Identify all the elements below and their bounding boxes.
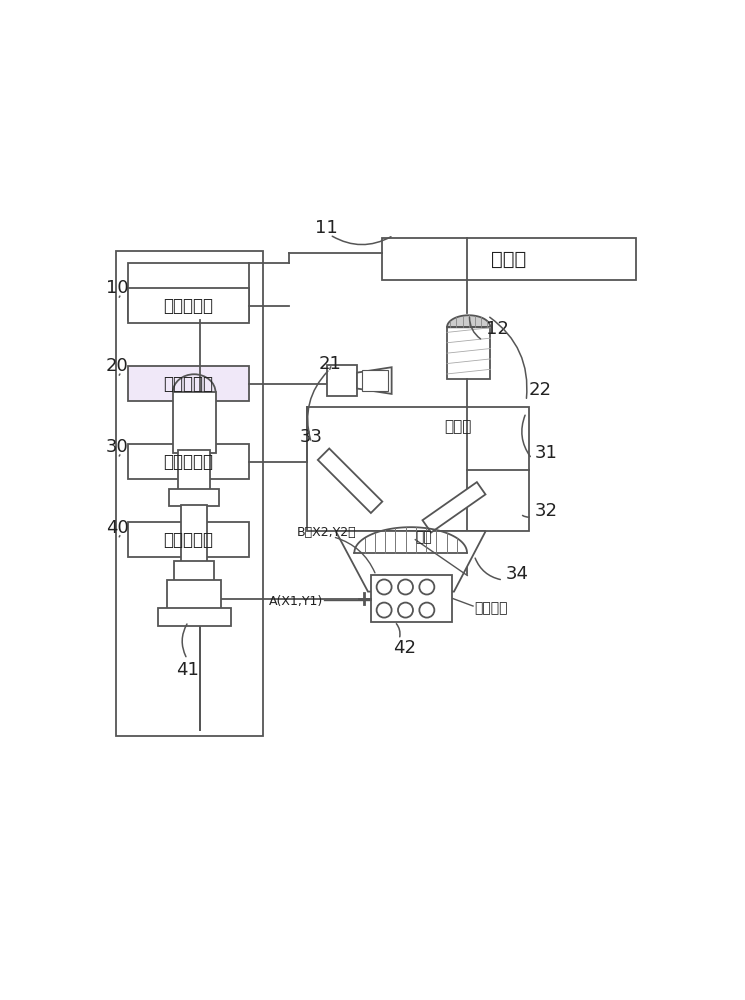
- FancyBboxPatch shape: [174, 561, 215, 581]
- FancyBboxPatch shape: [361, 370, 387, 391]
- FancyBboxPatch shape: [447, 327, 490, 379]
- Text: 12: 12: [486, 320, 509, 338]
- Text: 振镜控制部: 振镜控制部: [163, 453, 213, 471]
- Text: 自动上料部: 自动上料部: [163, 531, 213, 549]
- Text: 21: 21: [318, 355, 341, 373]
- Text: 激光器: 激光器: [491, 250, 527, 269]
- FancyBboxPatch shape: [173, 392, 215, 453]
- FancyBboxPatch shape: [178, 450, 210, 491]
- Text: 34: 34: [506, 565, 529, 583]
- FancyBboxPatch shape: [158, 608, 230, 626]
- FancyBboxPatch shape: [181, 505, 207, 563]
- Polygon shape: [447, 315, 490, 327]
- Text: 视觉定位部: 视觉定位部: [163, 375, 213, 393]
- FancyBboxPatch shape: [128, 263, 249, 320]
- Text: 焊点: 焊点: [415, 530, 432, 544]
- Text: A(X1,Y1): A(X1,Y1): [269, 595, 323, 608]
- FancyBboxPatch shape: [381, 238, 635, 280]
- FancyBboxPatch shape: [128, 288, 249, 323]
- Text: 20: 20: [106, 357, 129, 375]
- Text: 激光束: 激光束: [444, 419, 472, 434]
- Text: 电池壳壁: 电池壳壁: [474, 601, 507, 615]
- Text: 11: 11: [315, 219, 338, 237]
- Text: 42: 42: [393, 639, 416, 657]
- FancyBboxPatch shape: [327, 365, 357, 396]
- FancyBboxPatch shape: [128, 444, 249, 479]
- FancyBboxPatch shape: [116, 251, 264, 736]
- FancyBboxPatch shape: [169, 489, 219, 506]
- Polygon shape: [357, 367, 392, 394]
- Polygon shape: [335, 531, 486, 592]
- FancyBboxPatch shape: [307, 407, 529, 531]
- Text: 10: 10: [106, 279, 128, 297]
- Text: 41: 41: [176, 661, 199, 679]
- Text: B（X2,Y2）: B（X2,Y2）: [297, 526, 357, 539]
- Text: 22: 22: [529, 381, 552, 399]
- Text: 32: 32: [535, 502, 558, 520]
- Polygon shape: [422, 482, 486, 533]
- Text: 30: 30: [106, 438, 129, 456]
- Text: 40: 40: [106, 519, 129, 537]
- FancyBboxPatch shape: [372, 575, 452, 622]
- Text: 激光控制部: 激光控制部: [163, 297, 213, 315]
- Polygon shape: [318, 448, 382, 513]
- FancyBboxPatch shape: [167, 580, 221, 609]
- Text: 33: 33: [299, 428, 323, 446]
- Text: 31: 31: [535, 444, 558, 462]
- FancyBboxPatch shape: [128, 522, 249, 557]
- FancyBboxPatch shape: [128, 366, 249, 401]
